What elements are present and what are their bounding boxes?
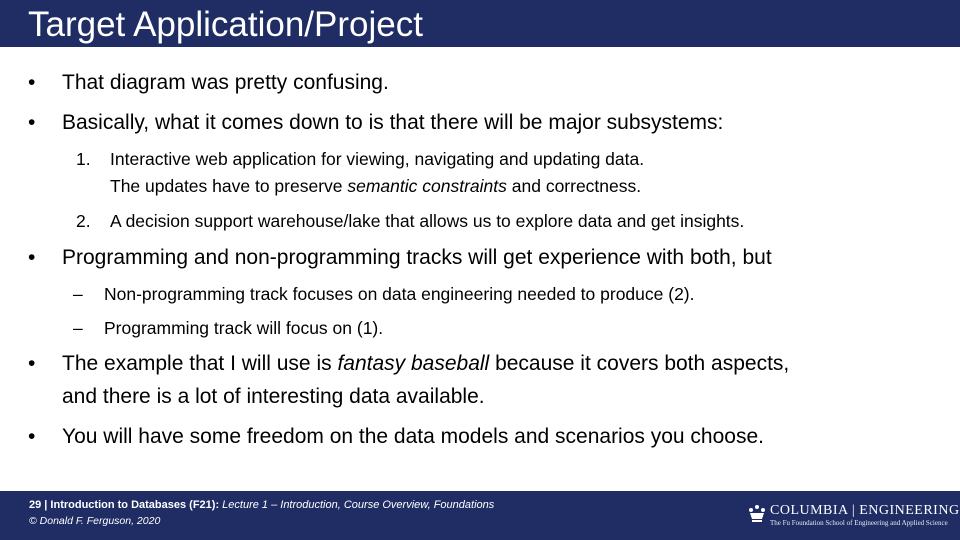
emphasis-text: fantasy baseball bbox=[337, 352, 490, 375]
columbia-engineering-logo: COLUMBIA | ENGINEERING The Fu Foundation… bbox=[748, 503, 959, 529]
footer-lecture-title: Lecture 1 – Introduction, Course Overvie… bbox=[219, 499, 495, 511]
bullet-continuation: and there is a lot of interesting data a… bbox=[62, 382, 485, 412]
bullet-text: That diagram was pretty confusing. bbox=[62, 71, 389, 94]
bullet-mark: • bbox=[28, 111, 36, 134]
continuation-text: and correctness. bbox=[506, 176, 642, 196]
dash-text: Non-programming track focuses on data en… bbox=[104, 284, 695, 304]
bullet-mark: • bbox=[28, 352, 36, 375]
bullet-text-part: The example that I will use is bbox=[62, 352, 338, 375]
footer-course-title: 29 | Introduction to Databases (F21): bbox=[29, 499, 220, 511]
dash-mark: – bbox=[73, 284, 83, 304]
slide-footer: 29 | Introduction to Databases (F21): Le… bbox=[0, 491, 960, 540]
dash-text: Programming track will focus on (1). bbox=[104, 318, 384, 338]
bullet-text: Programming and non-programming tracks w… bbox=[62, 246, 772, 269]
bullet-text: The example that I will use is fantasy b… bbox=[62, 349, 789, 379]
bullet-mark: • bbox=[28, 246, 36, 269]
bullet-text: and there is a lot of interesting data a… bbox=[62, 385, 485, 408]
logo-wordmark: COLUMBIA | ENGINEERING bbox=[770, 503, 960, 518]
numbered-text: A decision support warehouse/lake that a… bbox=[110, 211, 745, 231]
number-mark: 2. bbox=[76, 211, 91, 231]
bullet-mark: • bbox=[28, 71, 36, 94]
logo-subtitle: The Fu Foundation School of Engineering … bbox=[770, 519, 948, 527]
footer-course-line: 29 | Introduction to Databases (F21): Le… bbox=[29, 498, 494, 513]
crown-icon bbox=[749, 505, 765, 522]
numbered-item-continuation: The updates have to preserve semantic co… bbox=[110, 173, 641, 199]
bullet-mark: • bbox=[28, 425, 36, 448]
emphasis-text: semantic constraints bbox=[347, 176, 507, 196]
bullet-text: You will have some freedom on the data m… bbox=[62, 425, 764, 448]
bullet-text: Basically, what it comes down to is that… bbox=[62, 111, 724, 134]
title-bar: Target Application/Project bbox=[0, 0, 960, 47]
continuation-text: The updates have to preserve bbox=[110, 176, 348, 196]
number-mark: 1. bbox=[76, 149, 91, 169]
numbered-text: Interactive web application for viewing,… bbox=[110, 149, 645, 169]
slide-title: Target Application/Project bbox=[28, 5, 423, 44]
dash-mark: – bbox=[73, 318, 83, 338]
footer-copyright: © Donald F. Ferguson, 2020 bbox=[29, 515, 161, 527]
bullet-text-part: because it covers both aspects, bbox=[489, 352, 790, 375]
